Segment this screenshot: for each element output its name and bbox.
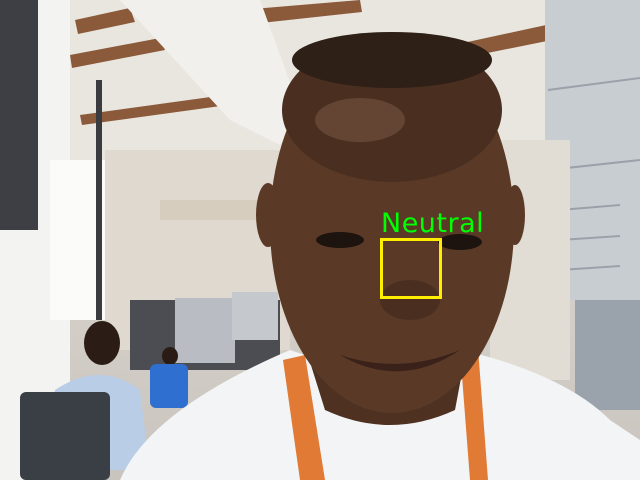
left-pillar <box>0 0 38 230</box>
emotion-label: Neutral <box>381 208 485 239</box>
mouth <box>340 350 460 372</box>
collar-accent-left <box>283 355 325 480</box>
wall-panel <box>160 200 280 220</box>
right-window <box>575 300 640 410</box>
hair <box>292 32 492 88</box>
lamp-pole <box>96 80 102 320</box>
forehead-highlight <box>315 98 405 142</box>
right-eye <box>438 234 482 250</box>
collar-accent-right <box>460 348 488 480</box>
concrete-beam <box>120 0 300 145</box>
cabinet-upper <box>232 292 278 340</box>
cabinet-door <box>175 298 235 363</box>
face-detection-box <box>380 238 442 299</box>
nose <box>380 280 440 320</box>
office-chair <box>20 392 110 480</box>
left-eye <box>316 232 364 248</box>
background-person-blue <box>150 347 188 408</box>
window-glare <box>50 160 105 320</box>
